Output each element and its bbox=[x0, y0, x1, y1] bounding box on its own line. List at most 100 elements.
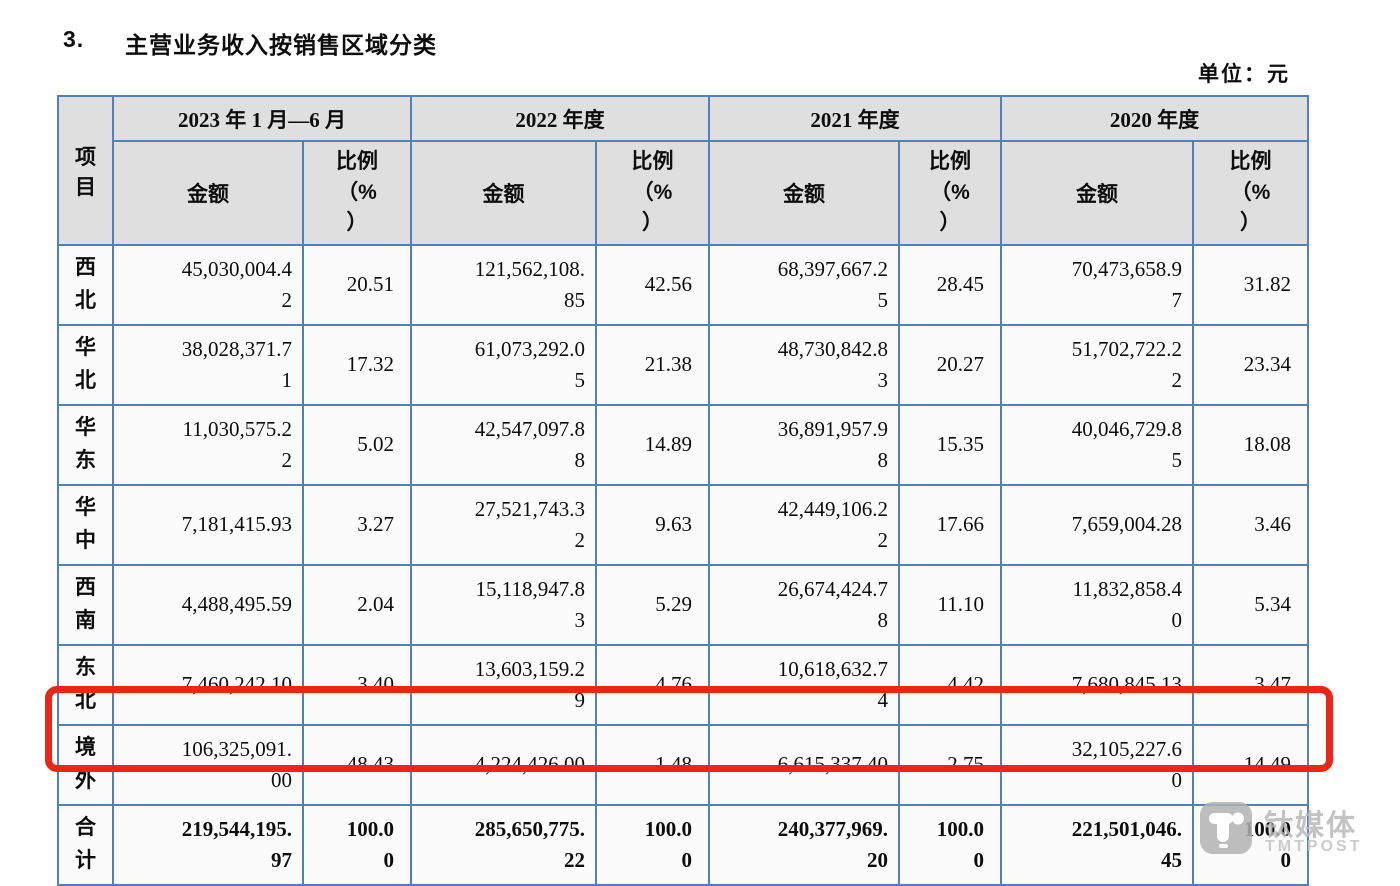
amount-cell: 10,618,632.7 4 bbox=[708, 644, 900, 726]
amount-cell: 32,105,227.6 0 bbox=[1000, 724, 1194, 806]
ratio-cell: 42.56 bbox=[595, 244, 710, 326]
ratio-header: 比例 （% ） bbox=[1192, 140, 1309, 246]
ratio-cell: 2.04 bbox=[302, 564, 412, 646]
watermark-brand-text: 钛媒体 bbox=[1264, 810, 1358, 842]
amount-cell: 7,181,415.93 bbox=[112, 484, 304, 566]
ratio-cell: 3.27 bbox=[302, 484, 412, 566]
ratio-cell: 14.89 bbox=[595, 404, 710, 486]
amount-cell: 106,325,091. 00 bbox=[112, 724, 304, 806]
amount-cell: 48,730,842.8 3 bbox=[708, 324, 900, 406]
ratio-cell: 5.34 bbox=[1192, 564, 1309, 646]
region-cell: 东北 bbox=[57, 644, 114, 726]
amount-cell: 285,650,775. 22 bbox=[410, 804, 597, 886]
ratio-cell: 20.27 bbox=[898, 324, 1002, 406]
amount-header: 金额 bbox=[1000, 140, 1194, 246]
amount-cell: 36,891,957.9 8 bbox=[708, 404, 900, 486]
ratio-cell: 2.75 bbox=[898, 724, 1002, 806]
amount-cell: 61,073,292.0 5 bbox=[410, 324, 597, 406]
group-header-2020: 2020 年度 bbox=[1000, 95, 1309, 142]
region-cell: 华东 bbox=[57, 404, 114, 486]
ratio-cell: 3.46 bbox=[1192, 484, 1309, 566]
ratio-cell: 11.10 bbox=[898, 564, 1002, 646]
region-cell: 西北 bbox=[57, 244, 114, 326]
ratio-cell: 9.63 bbox=[595, 484, 710, 566]
region-cell: 境外 bbox=[57, 724, 114, 806]
ratio-cell: 100.0 0 bbox=[595, 804, 710, 886]
amount-header: 金额 bbox=[410, 140, 597, 246]
amount-cell: 4,488,495.59 bbox=[112, 564, 304, 646]
group-header-2021: 2021 年度 bbox=[708, 95, 1002, 142]
ratio-cell: 23.34 bbox=[1192, 324, 1309, 406]
amount-cell: 7,460,242.10 bbox=[112, 644, 304, 726]
table-row: 华东 11,030,575.2 2 5.02 42,547,097.8 8 14.89 3… bbox=[57, 404, 1309, 486]
amount-cell: 4,224,426.00 bbox=[410, 724, 597, 806]
tmtpost-logo-icon bbox=[1200, 802, 1252, 854]
ratio-cell: 4.76 bbox=[595, 644, 710, 726]
amount-cell: 121,562,108. 85 bbox=[410, 244, 597, 326]
ratio-cell: 15.35 bbox=[898, 404, 1002, 486]
ratio-cell: 31.82 bbox=[1192, 244, 1309, 326]
ratio-cell: 1.48 bbox=[595, 724, 710, 806]
ratio-cell: 3.47 bbox=[1192, 644, 1309, 726]
sub-header-row: 金额 比例 （% ） 金额 比例 （% ） 金额 比例 （% ） 金额 比例 （… bbox=[58, 140, 1309, 246]
region-cell: 合计 bbox=[57, 804, 114, 886]
page-title-text: 主营业务收入按销售区域分类 bbox=[125, 32, 437, 58]
table-row: 华中 7,181,415.93 3.27 27,521,743.3 2 9.63 42,4… bbox=[57, 484, 1309, 566]
amount-cell: 27,521,743.3 2 bbox=[410, 484, 597, 566]
amount-cell: 7,680,845.13 bbox=[1000, 644, 1194, 726]
item-header-cell: 项目 bbox=[57, 95, 114, 246]
region-cell: 华中 bbox=[57, 484, 114, 566]
amount-cell: 68,397,667.2 5 bbox=[708, 244, 900, 326]
region-cell: 华北 bbox=[57, 324, 114, 406]
ratio-cell: 17.32 bbox=[302, 324, 412, 406]
table-row: 东北 7,460,242.10 3.40 13,603,159.2 9 4.76 10,6… bbox=[57, 644, 1309, 726]
amount-cell: 6,615,337.40 bbox=[708, 724, 900, 806]
ratio-cell: 21.38 bbox=[595, 324, 710, 406]
amount-header: 金额 bbox=[708, 140, 900, 246]
amount-cell: 7,659,004.28 bbox=[1000, 484, 1194, 566]
amount-cell: 45,030,004.4 2 bbox=[112, 244, 304, 326]
ratio-cell: 28.45 bbox=[898, 244, 1002, 326]
ratio-cell: 20.51 bbox=[302, 244, 412, 326]
ratio-header: 比例 （% ） bbox=[302, 140, 412, 246]
ratio-header: 比例 （% ） bbox=[898, 140, 1002, 246]
amount-cell: 13,603,159.2 9 bbox=[410, 644, 597, 726]
amount-cell: 219,544,195. 97 bbox=[112, 804, 304, 886]
section-number: 3. bbox=[63, 26, 85, 52]
ratio-cell: 17.66 bbox=[898, 484, 1002, 566]
ratio-cell: 5.02 bbox=[302, 404, 412, 486]
amount-cell: 70,473,658.9 7 bbox=[1000, 244, 1194, 326]
region-cell: 西南 bbox=[57, 564, 114, 646]
ratio-cell: 5.29 bbox=[595, 564, 710, 646]
amount-cell: 11,030,575.2 2 bbox=[112, 404, 304, 486]
ratio-cell: 3.40 bbox=[302, 644, 412, 726]
table-row: 西南 4,488,495.59 2.04 15,118,947.8 3 5.29 26,6… bbox=[57, 564, 1309, 646]
amount-cell: 240,377,969. 20 bbox=[708, 804, 900, 886]
amount-cell: 38,028,371.7 1 bbox=[112, 324, 304, 406]
amount-header: 金额 bbox=[112, 140, 304, 246]
ratio-cell: 48.43 bbox=[302, 724, 412, 806]
amount-cell: 42,449,106.2 2 bbox=[708, 484, 900, 566]
amount-cell: 51,702,722.2 2 bbox=[1000, 324, 1194, 406]
ratio-cell: 100.0 0 bbox=[898, 804, 1002, 886]
group-header-2022: 2022 年度 bbox=[410, 95, 710, 142]
table-row: 西北 45,030,004.4 2 20.51 121,562,108. 85 42.5… bbox=[57, 244, 1309, 326]
tmtpost-watermark: 钛媒体 TMTPOST bbox=[1200, 800, 1400, 870]
group-header-row: 项目 2023 年 1 月—6 月 2022 年度 2021 年度 2020 年… bbox=[57, 95, 1309, 246]
unit-label: 单位：元 bbox=[1198, 62, 1290, 86]
table-row: 华北 38,028,371.7 1 17.32 61,073,292.0 5 21.38… bbox=[57, 324, 1309, 406]
ratio-cell: 18.08 bbox=[1192, 404, 1309, 486]
amount-cell: 11,832,858.4 0 bbox=[1000, 564, 1194, 646]
ratio-cell: 14.49 bbox=[1192, 724, 1309, 806]
amount-cell: 42,547,097.8 8 bbox=[410, 404, 597, 486]
table-body: 西北 45,030,004.4 2 20.51 121,562,108. 85 42.5… bbox=[57, 244, 1309, 886]
ratio-cell: 4.42 bbox=[898, 644, 1002, 726]
item-header-label: 项目 bbox=[74, 144, 96, 199]
page-title: 3. 主营业务收入按销售区域分类 bbox=[63, 26, 437, 60]
watermark-brand-subtext: TMTPOST bbox=[1265, 838, 1363, 855]
table-row: 境外 106,325,091. 00 48.43 4,224,426.00 1.48 6,… bbox=[57, 724, 1309, 806]
ratio-header: 比例 （% ） bbox=[595, 140, 710, 246]
ratio-cell: 100.0 0 bbox=[302, 804, 412, 886]
amount-cell: 221,501,046. 45 bbox=[1000, 804, 1194, 886]
amount-cell: 15,118,947.8 3 bbox=[410, 564, 597, 646]
